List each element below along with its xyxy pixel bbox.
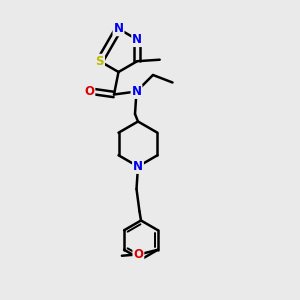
Text: N: N	[132, 33, 142, 46]
Text: N: N	[131, 85, 142, 98]
Text: O: O	[134, 248, 143, 261]
Text: S: S	[95, 55, 104, 68]
Text: N: N	[133, 160, 143, 173]
Text: N: N	[113, 22, 124, 35]
Text: O: O	[84, 85, 94, 98]
